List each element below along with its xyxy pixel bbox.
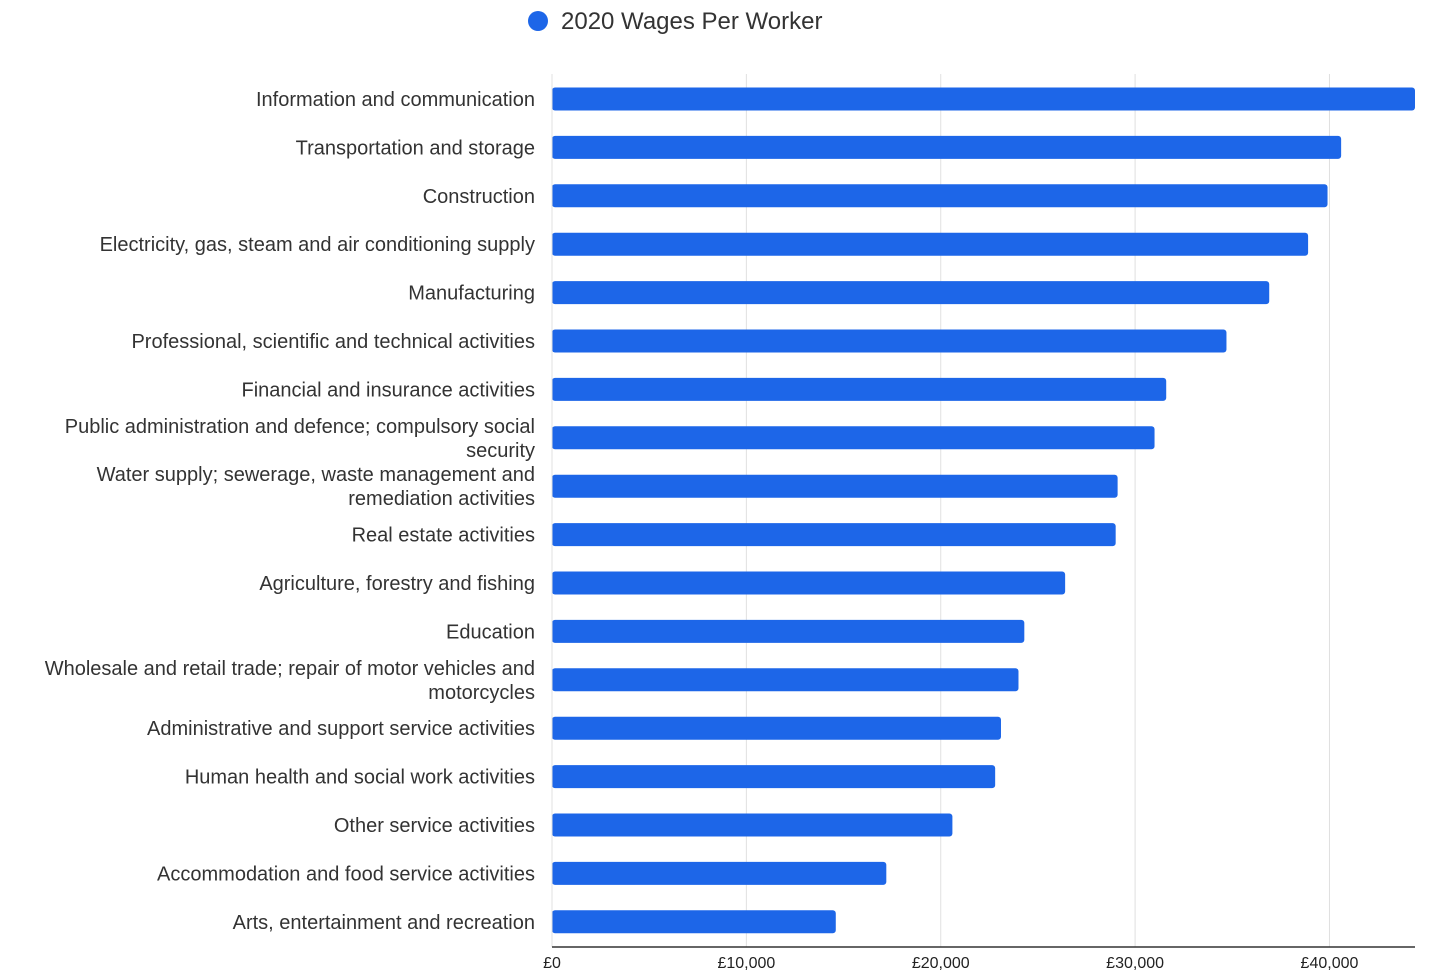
category-label: motorcycles: [428, 682, 535, 704]
x-axis-tick-labels: £0 £10,000 £20,000 £30,000 £40,000: [543, 955, 1358, 972]
bar: [552, 716, 1001, 740]
bar: [552, 232, 1309, 256]
category-label: Financial and insurance activities: [242, 379, 536, 401]
bar: [552, 619, 1025, 643]
bar: [552, 329, 1227, 353]
gridlines: [745, 74, 1330, 947]
chart-legend: 2020 Wages Per Worker: [528, 8, 822, 35]
bar: [552, 281, 1270, 305]
category-label: Professional, scientific and technical a…: [131, 331, 535, 353]
bar: [552, 87, 1415, 111]
category-label: Information and communication: [256, 89, 535, 111]
bar: [552, 135, 1342, 159]
bars: [552, 87, 1415, 934]
x-tick-label: £30,000: [1106, 955, 1164, 972]
category-label: Real estate activities: [352, 525, 535, 547]
category-label: Accommodation and food service activitie…: [157, 863, 535, 885]
category-label: Agriculture, forestry and fishing: [259, 573, 535, 595]
bar: [552, 668, 1019, 692]
bar: [552, 571, 1066, 595]
category-label: Human health and social work activities: [185, 767, 535, 789]
category-label: Public administration and defence; compu…: [65, 416, 535, 438]
category-label: Construction: [423, 186, 535, 208]
category-label: Administrative and support service activ…: [147, 718, 535, 740]
category-label: security: [466, 440, 535, 462]
bar: [552, 813, 953, 837]
category-label: Electricity, gas, steam and air conditio…: [100, 234, 535, 256]
category-label: Water supply; sewerage, waste management…: [97, 464, 535, 486]
bar: [552, 523, 1116, 547]
category-label: Education: [446, 621, 535, 643]
category-label: Other service activities: [334, 815, 535, 837]
category-label: Wholesale and retail trade; repair of mo…: [45, 658, 535, 680]
x-tick-label: £0: [543, 955, 561, 972]
category-label: remediation activities: [348, 488, 535, 510]
category-label: Arts, entertainment and recreation: [233, 912, 535, 934]
category-label: Manufacturing: [408, 283, 535, 305]
bar: [552, 910, 836, 934]
legend-label: 2020 Wages Per Worker: [561, 8, 822, 35]
legend-marker: [528, 11, 548, 31]
bar: [552, 861, 887, 885]
bar: [552, 426, 1155, 450]
x-tick-label: £10,000: [717, 955, 775, 972]
bar: [552, 184, 1328, 208]
x-tick-label: £20,000: [912, 955, 970, 972]
bar: [552, 377, 1167, 401]
bar: [552, 474, 1118, 498]
category-label: Transportation and storage: [296, 137, 535, 159]
x-tick-label: £40,000: [1301, 955, 1359, 972]
category-labels: Information and communication Transportat…: [45, 89, 535, 934]
bar: [552, 765, 996, 789]
